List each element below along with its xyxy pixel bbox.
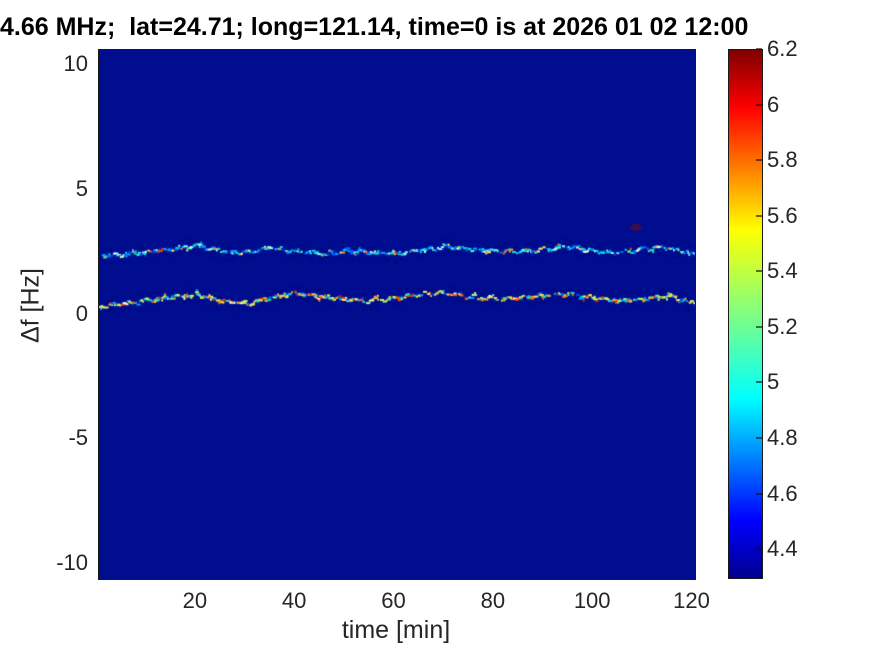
y-tick-label: -10 xyxy=(56,550,88,576)
colorbar-tick-mark xyxy=(756,325,762,328)
colorbar-tick-mark xyxy=(756,492,762,495)
x-axis-label: time [min] xyxy=(341,616,451,644)
colorbar-tick-mark xyxy=(756,381,762,384)
plot-frame xyxy=(98,49,696,580)
y-tick-label: 10 xyxy=(63,50,88,76)
colorbar-tick-mark xyxy=(756,437,762,440)
colorbar-tick-label: 4.6 xyxy=(767,480,798,506)
x-tick-label: 20 xyxy=(182,588,208,613)
y-tick-label: -5 xyxy=(68,425,88,451)
colorbar-tick-label: 5.2 xyxy=(767,313,798,339)
colorbar-tick-label: 5 xyxy=(767,369,780,395)
colorbar-tick-mark xyxy=(756,548,762,551)
colorbar-tick-label: 5.8 xyxy=(767,147,798,173)
y-tick-label: 5 xyxy=(75,175,88,201)
y-tick-label: 0 xyxy=(75,300,88,326)
colorbar-tick-mark xyxy=(756,214,762,217)
colorbar-tick-label: 5.6 xyxy=(767,202,798,228)
plot-title: 4.66 MHz; lat=24.71; long=121.14, time=0… xyxy=(0,13,749,41)
x-tick-label: 120 xyxy=(673,588,710,613)
colorbar-tick-mark xyxy=(756,48,762,50)
x-tick-label: 60 xyxy=(381,588,406,613)
x-tick-label: 100 xyxy=(573,588,611,613)
colorbar-tick-label: 6 xyxy=(767,91,780,117)
colorbar-tick-label: 5.4 xyxy=(767,258,798,284)
colorbar-tick-mark xyxy=(756,270,762,273)
colorbar xyxy=(728,49,763,579)
colorbar-tick-mark xyxy=(756,159,762,162)
colorbar-gradient xyxy=(729,50,762,578)
colorbar-tick-label: 6.2 xyxy=(767,36,798,61)
x-tick-label: 80 xyxy=(480,588,506,613)
heatmap-plot-area xyxy=(99,50,695,579)
x-tick-label: 40 xyxy=(281,588,307,613)
colorbar-tick-label: 4.4 xyxy=(767,536,798,562)
colorbar-tick-label: 4.8 xyxy=(767,425,798,451)
colorbar-tick-mark xyxy=(756,103,762,106)
